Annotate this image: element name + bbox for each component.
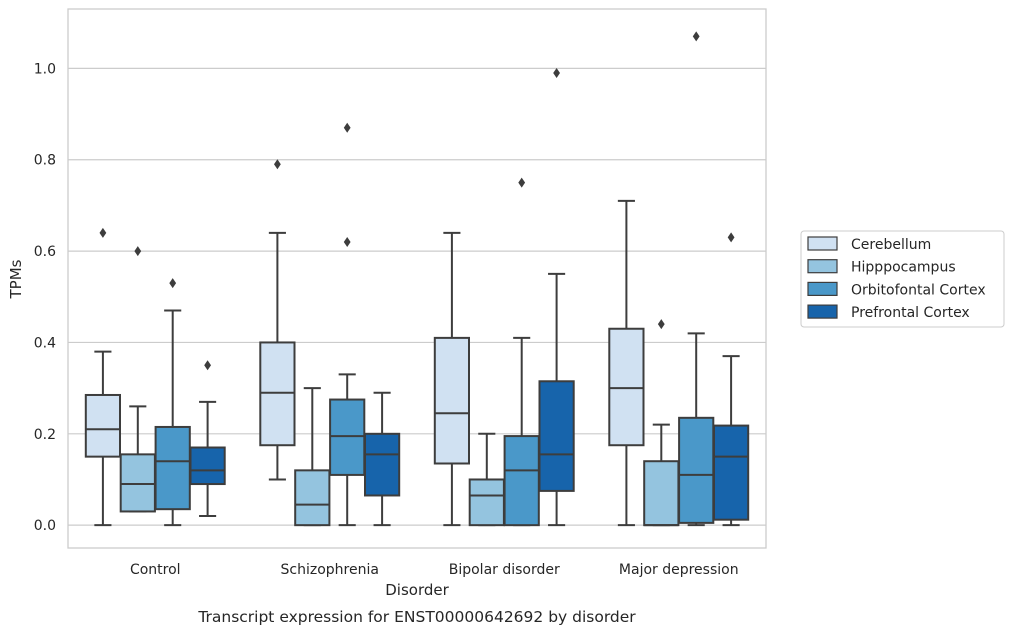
iqr-box xyxy=(154,425,191,511)
legend-swatch xyxy=(807,304,838,319)
legend-label: Orbitofontal Cortex xyxy=(851,282,986,298)
outlier-point xyxy=(727,232,735,243)
legend-label: Prefrontal Cortex xyxy=(851,305,970,321)
box-major-depression xyxy=(643,319,680,527)
outlier-point xyxy=(343,236,351,247)
legend-frame xyxy=(800,230,1005,328)
iqr-box xyxy=(643,460,680,527)
iqr-box xyxy=(503,435,540,527)
series-cerebellum xyxy=(84,159,645,527)
outlier-point xyxy=(99,227,107,238)
box-control xyxy=(189,360,226,518)
legend-swatch xyxy=(807,281,838,296)
x-tick-label: Bipolar disorder xyxy=(449,562,560,578)
y-tick-label: 0.6 xyxy=(34,244,56,260)
series-orbitofontal-cortex xyxy=(154,31,715,527)
outlier-point xyxy=(274,159,281,170)
y-tick-labels: 0.0 0.2 0.4 0.6 0.8 1.0 xyxy=(34,61,56,534)
y-tick-label: 0.8 xyxy=(34,153,56,169)
x-axis-title: Disorder xyxy=(385,581,449,599)
box-major-depression xyxy=(712,232,750,527)
y-axis-title: TPMs xyxy=(7,259,25,299)
iqr-box xyxy=(259,341,296,447)
box-control xyxy=(154,278,191,527)
legend-swatch xyxy=(807,236,838,251)
box-schizophrenia xyxy=(329,122,366,527)
plot-frame xyxy=(67,8,767,549)
iqr-box xyxy=(189,446,226,486)
iqr-box xyxy=(608,327,645,447)
iqr-box xyxy=(433,336,471,465)
chart-caption: Transcript expression for ENST0000064269… xyxy=(197,608,636,626)
x-tick-labels: Control Schizophrenia Bipolar disorder Majo… xyxy=(130,562,739,578)
legend-label: Hipppocampus xyxy=(851,260,956,276)
iqr-box xyxy=(538,380,575,492)
box-series xyxy=(84,31,750,527)
box-bipolar-disorder xyxy=(433,231,471,527)
x-tick-label: Major depression xyxy=(619,562,739,578)
outlier-point xyxy=(518,177,526,188)
iqr-box xyxy=(294,469,331,527)
y-tick-label: 0.0 xyxy=(34,518,56,534)
outlier-point xyxy=(134,246,142,257)
box-control xyxy=(84,227,122,527)
outlier-point xyxy=(553,67,560,78)
box-control xyxy=(119,246,156,513)
iqr-box xyxy=(119,453,156,513)
box-bipolar-disorder xyxy=(538,67,575,527)
legend-label: Cerebellum xyxy=(851,237,931,253)
outlier-point xyxy=(169,278,177,289)
outlier-point xyxy=(692,31,700,42)
box-major-depression xyxy=(608,199,645,527)
y-tick-label: 1.0 xyxy=(34,61,56,77)
x-tick-label: Control xyxy=(130,562,181,578)
iqr-box xyxy=(678,416,715,524)
box-schizophrenia xyxy=(259,159,296,481)
outlier-point xyxy=(343,122,351,133)
series-hipppocampus xyxy=(119,246,680,527)
box-schizophrenia xyxy=(294,387,331,527)
y-tick-label: 0.4 xyxy=(34,335,56,351)
outlier-point xyxy=(204,360,211,371)
iqr-box xyxy=(363,432,401,497)
x-tick-label: Schizophrenia xyxy=(281,562,379,578)
outlier-point xyxy=(657,319,665,330)
iqr-box xyxy=(712,424,750,521)
iqr-box xyxy=(329,398,366,476)
box-schizophrenia xyxy=(363,391,401,527)
legend-swatch xyxy=(807,259,838,274)
iqr-box xyxy=(84,393,122,458)
iqr-box xyxy=(468,478,505,527)
legend: Cerebellum Hipppocampus Orbitofontal Corte… xyxy=(800,230,1005,328)
box-major-depression xyxy=(678,31,715,527)
y-tick-label: 0.2 xyxy=(34,427,56,443)
series-prefrontal-cortex xyxy=(189,67,750,527)
